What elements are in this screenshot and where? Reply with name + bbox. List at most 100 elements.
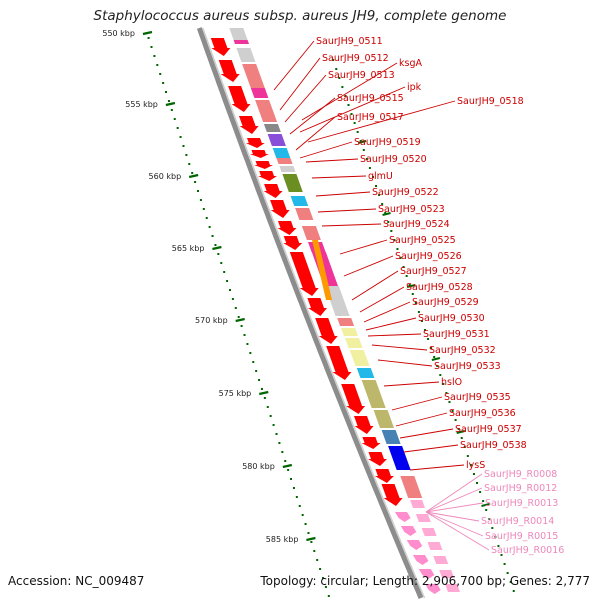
gene-label: SaurJH9_0529 (412, 297, 479, 308)
rna-label: SaurJH9_R0015 (485, 531, 558, 542)
inner-scale-dot (332, 59, 335, 61)
scale-dot (147, 37, 150, 39)
scale-dot (322, 577, 325, 579)
inner-scale-dot (344, 95, 347, 97)
inner-scale-tick (357, 140, 367, 144)
inner-scale-dot (503, 563, 506, 565)
inner-scale-dot (442, 383, 445, 385)
cds-arrow (341, 384, 366, 414)
inner-scale-dot (399, 257, 402, 259)
label-leader-line (425, 511, 480, 522)
scale-dot (255, 370, 258, 372)
gene-label: SaurJH9_0520 (360, 154, 427, 165)
scale-dot (240, 325, 243, 327)
scale-dot (226, 280, 229, 282)
label-leader-line (425, 487, 483, 513)
backbone-highlight (202, 27, 426, 599)
inner-scale-dot (436, 365, 439, 367)
scale-dot (298, 505, 301, 507)
inner-scale-dot (408, 284, 411, 286)
scale-dot (211, 235, 214, 237)
scale-tick (165, 101, 176, 107)
inner-scale-dot (512, 590, 515, 592)
gene-block (276, 158, 293, 164)
scale-dot (179, 136, 182, 138)
scale-tick-label: 565 kbp (172, 244, 205, 253)
inner-scale-dot (402, 266, 405, 268)
scale-dot (260, 388, 263, 390)
label-leader-line (317, 208, 377, 213)
scale-dot (191, 172, 194, 174)
scale-dot (194, 181, 197, 183)
inner-scale-dot (375, 185, 378, 187)
gene-label: SaurJH9_0511 (316, 36, 383, 47)
gene-label: ipk (407, 82, 422, 93)
inner-scale-dot (390, 230, 393, 232)
gene-label: lysS (466, 460, 485, 471)
scale-dot (319, 568, 322, 570)
label-leader-line (299, 86, 406, 133)
backbone-line (196, 27, 424, 599)
gene-label: SaurJH9_0531 (423, 329, 490, 340)
scale-dot (185, 154, 188, 156)
scale-dot (156, 64, 159, 66)
scale-dot (162, 82, 165, 84)
gene-block (361, 380, 386, 408)
inner-scale-dot (359, 140, 362, 142)
scale-dot (220, 262, 223, 264)
rna-block (427, 542, 443, 550)
label-leader-line (359, 286, 405, 313)
scale-tick-label: 560 kbp (149, 172, 182, 181)
label-leader-line (315, 191, 371, 197)
gene-block (388, 446, 411, 470)
gene-label: SaurJH9_0528 (406, 282, 473, 293)
inner-scale-dot (445, 392, 448, 394)
inner-scale-dot (488, 518, 491, 520)
label-leader-line (425, 502, 484, 513)
inner-scale-dot (491, 527, 494, 529)
scale-dot (202, 208, 205, 210)
inner-scale-dot (381, 203, 384, 205)
cds-arrow (258, 171, 277, 181)
inner-scale-dot (494, 536, 497, 538)
scale-dot (159, 73, 162, 75)
scale-dot (182, 145, 185, 147)
scale-tick-label: 555 kbp (125, 100, 158, 109)
scale-dot (234, 307, 237, 309)
label-leader-line (339, 239, 388, 255)
scale-dot (292, 487, 295, 489)
scale-dot (150, 46, 153, 48)
label-leader-line (279, 57, 321, 111)
gene-label: SaurJH9_0517 (337, 112, 404, 123)
scale-dot (176, 127, 179, 129)
scale-dot (167, 100, 170, 102)
label-leader-line (351, 270, 399, 301)
scale-dot (173, 118, 176, 120)
scale-tick-label: 575 kbp (219, 389, 252, 398)
inner-scale-dot (506, 572, 509, 574)
inner-scale-dot (427, 338, 430, 340)
scale-tick-label: 585 kbp (266, 535, 299, 544)
label-leader-line (273, 40, 315, 91)
label-leader-line (367, 333, 422, 337)
feature-track (196, 27, 460, 599)
rna-arrow (400, 526, 417, 536)
scale-dot (243, 334, 246, 336)
gene-block (272, 148, 291, 158)
cds-arrow (239, 116, 259, 134)
scale-tick (235, 317, 245, 323)
cds-arrow (315, 318, 338, 344)
inner-scale-dot (469, 464, 472, 466)
scale-tick (259, 390, 269, 396)
rna-block (415, 514, 431, 522)
gene-block (236, 48, 256, 62)
scale-dot (199, 199, 202, 201)
label-leader-line (363, 301, 411, 323)
scale-dot (307, 532, 310, 534)
inner-scale-dot (476, 482, 479, 484)
inner-scale-dot (393, 239, 396, 241)
scale-dot (252, 361, 255, 363)
inner-scale-dot (341, 86, 344, 88)
label-leader-line (299, 141, 353, 159)
